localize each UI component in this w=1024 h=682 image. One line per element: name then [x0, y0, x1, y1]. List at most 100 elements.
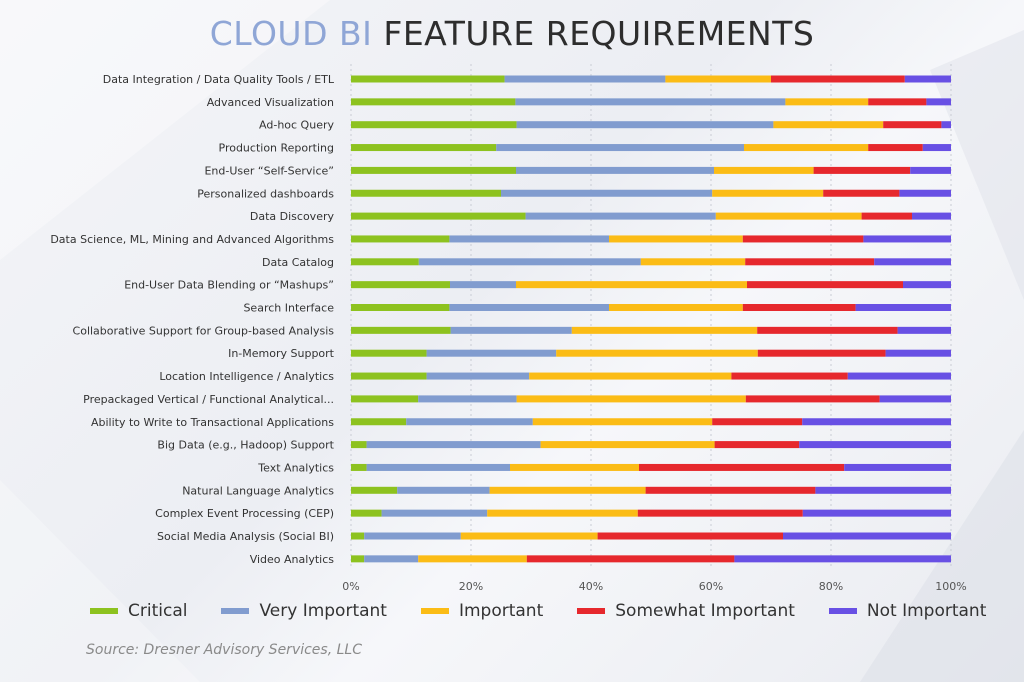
bar-segment-important: [640, 258, 746, 266]
category-label: Collaborative Support for Group-based An…: [73, 324, 335, 337]
category-label: Natural Language Analytics: [182, 484, 334, 497]
chart-title: CLOUD BI FEATURE REQUIREMENTS: [0, 14, 1024, 53]
bar-segment-important: [516, 281, 747, 289]
bar-segment-somewhat-important: [861, 212, 912, 220]
legend-item: Critical: [90, 601, 187, 621]
bar-segment-very-important: [381, 509, 488, 517]
bar-segment-important: [510, 463, 639, 471]
bar-segment-very-important: [450, 326, 572, 334]
legend-item: Very Important: [221, 601, 387, 621]
bar-segment-critical: [351, 235, 450, 243]
bar-segment-critical: [351, 166, 516, 174]
bar-segment-somewhat-important: [747, 281, 903, 289]
bar-segment-very-important: [515, 98, 786, 106]
bar-segment-not-important: [879, 395, 951, 403]
bar-segment-not-important: [847, 372, 951, 380]
bar-segment-critical: [351, 144, 497, 152]
bar-segment-not-important: [941, 121, 951, 129]
bar-segment-somewhat-important: [883, 121, 942, 129]
bar-segment-important: [773, 121, 884, 129]
bar-segment-not-important: [855, 304, 951, 311]
category-label: Data Integration / Data Quality Tools / …: [103, 73, 335, 86]
legend-label: Important: [458, 601, 544, 621]
bar-segment-very-important: [418, 258, 641, 266]
bar-segment-not-important: [885, 349, 951, 357]
category-label: Personalized dashboards: [197, 187, 334, 200]
bar-segment-somewhat-important: [745, 395, 880, 403]
bar-segment-not-important: [783, 532, 951, 540]
source-note: Source: Dresner Advisory Services, LLC: [86, 642, 362, 658]
bar-segment-critical: [351, 372, 427, 380]
bar-segment-very-important: [504, 75, 666, 83]
bar-segment-important: [571, 326, 758, 334]
bar-segment-very-important: [516, 166, 714, 174]
category-label: In-Memory Support: [228, 347, 335, 360]
bar-segment-critical: [351, 395, 419, 403]
bar-segment-important: [785, 98, 869, 106]
bar-segment-not-important: [863, 235, 951, 243]
bar-segment-somewhat-important: [731, 372, 848, 380]
legend-label: Somewhat Important: [615, 601, 795, 621]
bar-segment-very-important: [525, 212, 716, 220]
bar-segment-somewhat-important: [637, 509, 803, 517]
bar-segment-very-important: [426, 372, 530, 380]
bar-segment-very-important: [366, 441, 541, 449]
category-label: Big Data (e.g., Hadoop) Support: [157, 439, 334, 452]
category-label: Prepackaged Vertical / Functional Analyt…: [83, 393, 334, 406]
bar-segment-important: [609, 304, 743, 311]
category-label: Complex Event Processing (CEP): [155, 507, 334, 520]
x-tick-label: 80%: [819, 580, 843, 593]
bar-segment-somewhat-important: [771, 75, 905, 83]
x-tick-label: 0%: [342, 580, 359, 593]
bar-segment-important: [665, 75, 771, 83]
bar-segment-critical: [351, 349, 427, 357]
chart-legend: Critical Very Important Important Somewhat …: [90, 601, 986, 621]
bar-segment-very-important: [496, 144, 744, 152]
category-label: Data Catalog: [262, 256, 334, 269]
legend-swatch: [221, 608, 250, 614]
legend-swatch: [577, 608, 606, 614]
bar-segment-important: [487, 509, 638, 517]
bar-segment-critical: [351, 509, 382, 517]
bar-segment-important: [540, 441, 715, 449]
category-label: Text Analytics: [257, 461, 334, 474]
bar-segment-somewhat-important: [868, 98, 927, 106]
bar-segment-very-important: [406, 418, 533, 426]
bar-segment-somewhat-important: [745, 258, 875, 266]
bar-segment-critical: [351, 212, 526, 220]
bar-segment-somewhat-important: [597, 532, 783, 540]
bar-segment-somewhat-important: [639, 463, 845, 471]
category-label: Ad-hoc Query: [259, 119, 334, 132]
legend-item: Not Important: [828, 601, 986, 621]
bar-segment-not-important: [802, 418, 951, 426]
bar-segment-somewhat-important: [645, 486, 816, 494]
bar-segment-somewhat-important: [757, 326, 898, 334]
bar-segment-critical: [351, 189, 501, 197]
category-label: Social Media Analysis (Social BI): [157, 530, 334, 543]
bar-segment-critical: [351, 555, 365, 563]
bar-segment-not-important: [912, 212, 951, 220]
bar-segment-important: [715, 212, 862, 220]
bar-segment-very-important: [366, 463, 510, 471]
bar-segment-not-important: [844, 463, 951, 471]
bar-segment-important: [460, 532, 598, 540]
bar-segment-important: [529, 372, 732, 380]
category-label: Advanced Visualization: [207, 96, 334, 109]
stacked-bar-chart: 0% 20% 40% 60% 80% 100% Data Integration / Dat…: [50, 64, 967, 593]
bar-segment-critical: [351, 281, 450, 289]
legend-item: Somewhat Important: [577, 601, 795, 621]
bar-segment-somewhat-important: [813, 166, 911, 174]
bar-segment-important: [516, 395, 746, 403]
bar-segment-very-important: [501, 189, 713, 197]
bar-segment-very-important: [449, 235, 609, 243]
bar-segment-important: [489, 486, 646, 494]
bar-segment-very-important: [418, 395, 517, 403]
x-tick-label: 100%: [935, 580, 966, 593]
legend-swatch: [90, 608, 118, 614]
x-tick-label: 40%: [579, 580, 603, 593]
bar-segment-very-important: [364, 532, 461, 540]
bar-segment-critical: [351, 258, 419, 266]
chart-title-main: FEATURE REQUIREMENTS: [383, 14, 815, 53]
bar-segment-important: [532, 418, 713, 426]
bar-segment-very-important: [397, 486, 490, 494]
